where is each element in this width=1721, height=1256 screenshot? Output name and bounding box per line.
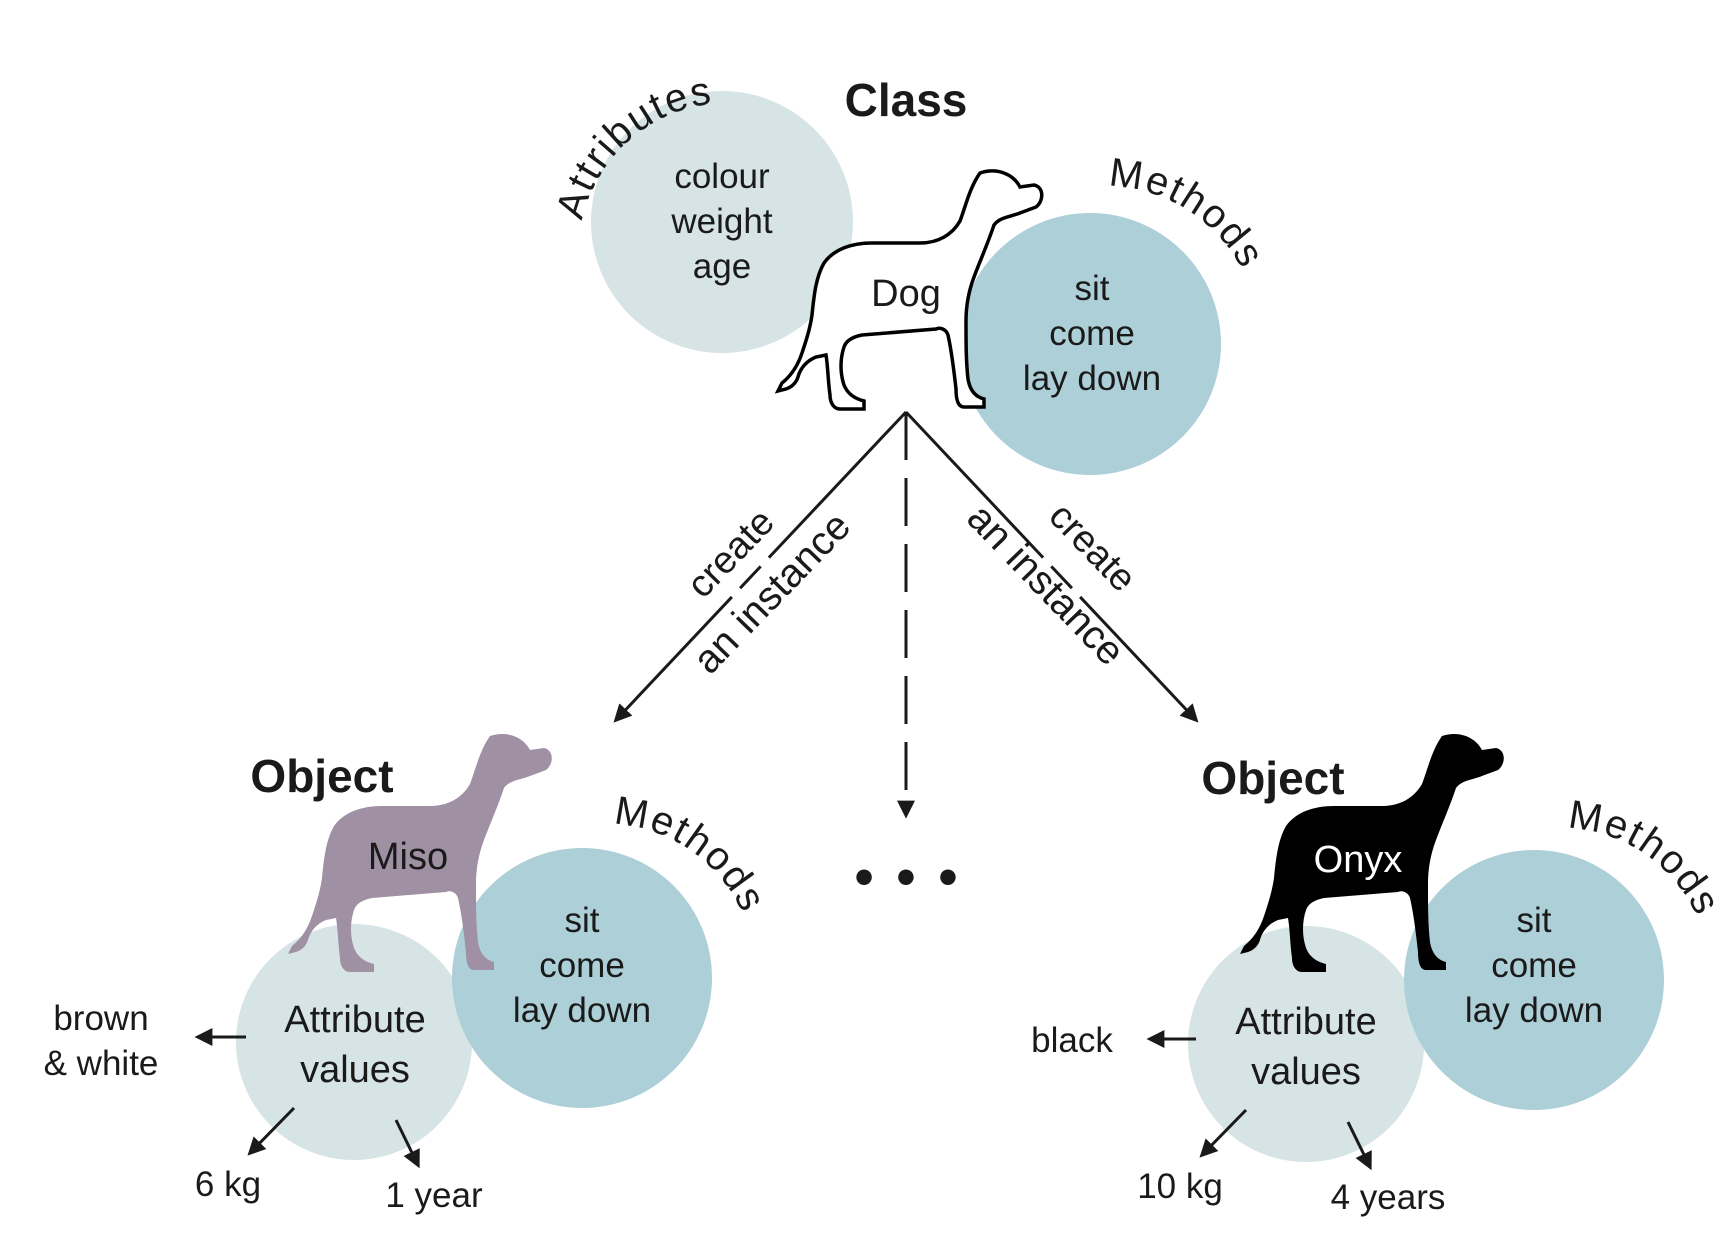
miso-age-value: 1 year	[385, 1176, 483, 1215]
miso-age-arrow	[394, 1119, 420, 1169]
onyx-method-sit: sit	[1517, 901, 1552, 940]
class-method-come: come	[1049, 314, 1135, 353]
class-method-lay-down: lay down	[1023, 359, 1161, 398]
class-section: Attributes Methods Class Dog colour weig…	[548, 68, 1271, 475]
onyx-attribute-label-line1: Attribute	[1235, 1001, 1377, 1043]
miso-name: Miso	[368, 836, 448, 878]
class-dog-name: Dog	[871, 273, 941, 315]
instance-arrows	[613, 410, 1199, 819]
onyx-attribute-label-line2: values	[1251, 1051, 1361, 1093]
right-arrow-labels: create aninstance	[959, 495, 1145, 674]
class-methods-circle	[959, 213, 1221, 475]
miso-method-sit: sit	[565, 901, 600, 940]
miso-attributes-circle	[236, 924, 472, 1160]
class-method-sit: sit	[1075, 269, 1110, 308]
onyx-weight-value: 10 kg	[1137, 1167, 1223, 1206]
onyx-age-arrow	[1346, 1121, 1372, 1171]
class-attribute-weight: weight	[670, 202, 772, 241]
miso-object-title: Object	[250, 750, 393, 802]
left-instance-arrow	[613, 410, 908, 723]
right-instance-arrow	[904, 410, 1199, 723]
onyx-weight-arrow	[1199, 1108, 1248, 1158]
onyx-colour-value: black	[1031, 1021, 1113, 1060]
object-onyx: Object Onyx Methods sit come lay down At…	[1031, 733, 1721, 1217]
miso-attribute-label-line1: Attribute	[284, 999, 426, 1041]
onyx-age-value: 4 years	[1331, 1178, 1446, 1217]
miso-weight-value: 6 kg	[195, 1165, 261, 1204]
left-arrow-labels: create aninstance	[679, 501, 859, 682]
ellipsis: • • •	[855, 847, 962, 907]
class-attributes-circle	[591, 91, 853, 353]
miso-methods-circle	[452, 848, 712, 1108]
onyx-method-lay-down: lay down	[1465, 991, 1603, 1030]
onyx-name: Onyx	[1314, 839, 1403, 881]
miso-colour-value-line2: & white	[44, 1044, 159, 1083]
onyx-methods-circle	[1404, 850, 1664, 1110]
onyx-object-title: Object	[1201, 752, 1344, 804]
miso-weight-arrow	[247, 1106, 296, 1156]
class-title: Class	[845, 74, 968, 126]
class-attribute-age: age	[693, 247, 751, 286]
object-miso: Object Miso Methods sit come lay down At…	[44, 733, 773, 1215]
miso-attribute-label-line2: values	[300, 1049, 410, 1091]
onyx-method-come: come	[1491, 946, 1577, 985]
onyx-attributes-circle	[1188, 926, 1424, 1162]
class-attribute-colour: colour	[674, 157, 770, 196]
miso-method-come: come	[539, 946, 625, 985]
miso-method-lay-down: lay down	[513, 991, 651, 1030]
miso-colour-value-line1: brown	[53, 999, 148, 1038]
